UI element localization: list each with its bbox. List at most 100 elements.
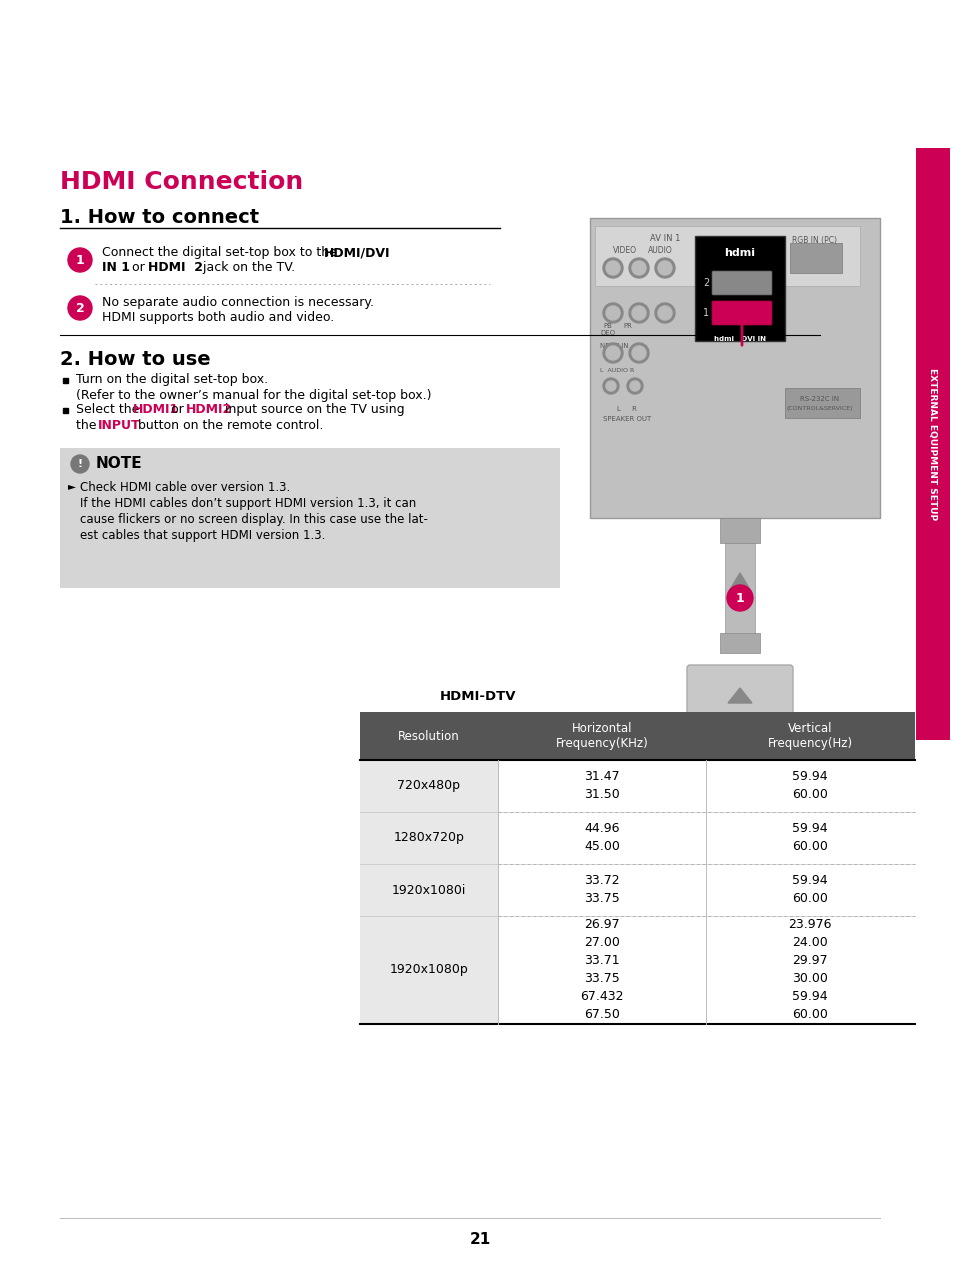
Text: HDMI/DVI: HDMI/DVI (324, 245, 390, 259)
Circle shape (631, 261, 645, 275)
Text: 2: 2 (75, 301, 84, 314)
FancyBboxPatch shape (784, 388, 859, 418)
Circle shape (628, 343, 648, 363)
Text: jack on the TV.: jack on the TV. (199, 261, 294, 273)
Text: L  AUDIO R: L AUDIO R (599, 368, 634, 373)
Text: Turn on the digital set-top box.: Turn on the digital set-top box. (76, 373, 268, 385)
Circle shape (605, 382, 616, 391)
Text: !: ! (77, 459, 83, 469)
Text: PB: PB (602, 323, 611, 329)
Text: button on the remote control.: button on the remote control. (133, 418, 323, 432)
Text: HDMI OUTPUT: HDMI OUTPUT (710, 720, 769, 729)
Text: INPUT: INPUT (98, 418, 140, 432)
Text: (CONTROL&SERVICE): (CONTROL&SERVICE) (786, 406, 852, 411)
Text: HDMI2: HDMI2 (186, 403, 232, 416)
FancyBboxPatch shape (589, 218, 879, 518)
Circle shape (605, 307, 619, 321)
Polygon shape (727, 688, 751, 703)
Text: NOTE: NOTE (96, 455, 143, 471)
Text: HDMI-DTV: HDMI-DTV (439, 689, 516, 703)
Text: Resolution: Resolution (397, 730, 459, 743)
FancyBboxPatch shape (724, 518, 754, 639)
Circle shape (658, 261, 671, 275)
Circle shape (655, 258, 675, 279)
Text: 1280x720p: 1280x720p (394, 832, 464, 845)
Text: 1: 1 (702, 308, 708, 318)
Text: 59.94
60.00: 59.94 60.00 (791, 823, 827, 854)
Circle shape (71, 455, 89, 473)
FancyBboxPatch shape (915, 148, 949, 740)
Text: est cables that support HDMI version 1.3.: est cables that support HDMI version 1.3… (80, 529, 325, 542)
Text: or: or (167, 403, 188, 416)
Text: If the HDMI cables don’t support HDMI version 1.3, it can: If the HDMI cables don’t support HDMI ve… (80, 497, 416, 510)
FancyBboxPatch shape (711, 271, 771, 295)
Text: VIDEO: VIDEO (613, 245, 637, 254)
FancyBboxPatch shape (595, 226, 859, 286)
Text: hdmi: hdmi (723, 248, 755, 258)
Text: AV IN 1: AV IN 1 (649, 234, 679, 243)
Text: Horizontal
Frequency(KHz): Horizontal Frequency(KHz) (555, 721, 648, 750)
Text: IN 1: IN 1 (102, 261, 130, 273)
Text: Select the: Select the (76, 403, 143, 416)
Text: PR: PR (622, 323, 631, 329)
FancyBboxPatch shape (720, 518, 760, 543)
Circle shape (602, 378, 618, 394)
Circle shape (68, 248, 91, 272)
Circle shape (658, 307, 671, 321)
Circle shape (628, 303, 648, 323)
FancyBboxPatch shape (359, 812, 497, 864)
FancyBboxPatch shape (359, 712, 914, 759)
Circle shape (602, 258, 622, 279)
Text: 26.97
27.00
33.71
33.75
67.432
67.50: 26.97 27.00 33.71 33.75 67.432 67.50 (579, 918, 623, 1021)
Circle shape (605, 346, 619, 360)
FancyBboxPatch shape (789, 243, 841, 273)
Circle shape (602, 303, 622, 323)
FancyBboxPatch shape (359, 916, 497, 1024)
Text: Vertical
Frequency(Hz): Vertical Frequency(Hz) (766, 721, 852, 750)
Text: hdmi   DVI IN: hdmi DVI IN (713, 336, 765, 342)
Text: EXTERNAL EQUIPMENT SETUP: EXTERNAL EQUIPMENT SETUP (927, 368, 937, 520)
Text: HDMI supports both audio and video.: HDMI supports both audio and video. (102, 310, 334, 324)
Text: 44.96
45.00: 44.96 45.00 (583, 823, 619, 854)
Text: 2: 2 (702, 279, 708, 287)
Text: 1: 1 (75, 253, 84, 267)
FancyBboxPatch shape (686, 665, 792, 726)
Text: DEO: DEO (599, 329, 615, 336)
Text: 1. How to connect: 1. How to connect (60, 209, 259, 226)
Polygon shape (727, 572, 751, 593)
Circle shape (655, 303, 675, 323)
Text: 23.976
24.00
29.97
30.00
59.94
60.00: 23.976 24.00 29.97 30.00 59.94 60.00 (787, 918, 831, 1021)
Bar (63, 408, 68, 413)
FancyBboxPatch shape (359, 864, 497, 916)
Text: 720x480p: 720x480p (397, 780, 460, 792)
Circle shape (602, 343, 622, 363)
Circle shape (631, 346, 645, 360)
Text: HDMI Connection: HDMI Connection (60, 170, 303, 195)
FancyBboxPatch shape (695, 237, 784, 341)
Text: 1920x1080i: 1920x1080i (392, 884, 466, 897)
Text: 1920x1080p: 1920x1080p (389, 963, 468, 977)
Text: or: or (128, 261, 149, 273)
FancyBboxPatch shape (711, 301, 771, 326)
Circle shape (629, 382, 639, 391)
Text: SPEAKER OUT: SPEAKER OUT (602, 416, 651, 422)
Text: No separate audio connection is necessary.: No separate audio connection is necessar… (102, 296, 374, 309)
FancyBboxPatch shape (359, 759, 497, 812)
Text: ►: ► (68, 481, 76, 491)
Text: Connect the digital set-top box to the: Connect the digital set-top box to the (102, 245, 340, 259)
Text: AUDIO: AUDIO (647, 245, 672, 254)
Circle shape (726, 585, 752, 611)
Text: the: the (76, 418, 100, 432)
Text: (Refer to the owner’s manual for the digital set-top box.): (Refer to the owner’s manual for the dig… (76, 389, 431, 402)
Text: 2. How to use: 2. How to use (60, 350, 211, 369)
Text: 31.47
31.50: 31.47 31.50 (583, 771, 619, 801)
Circle shape (628, 258, 648, 279)
Text: Check HDMI cable over version 1.3.: Check HDMI cable over version 1.3. (80, 481, 290, 494)
Text: RGB IN (PC): RGB IN (PC) (792, 237, 837, 245)
Text: 59.94
60.00: 59.94 60.00 (791, 875, 827, 906)
Text: RS-232C IN: RS-232C IN (800, 396, 839, 402)
Text: cause flickers or no screen display. In this case use the lat-: cause flickers or no screen display. In … (80, 513, 428, 527)
Circle shape (631, 307, 645, 321)
Circle shape (68, 296, 91, 321)
Text: 59.94
60.00: 59.94 60.00 (791, 771, 827, 801)
